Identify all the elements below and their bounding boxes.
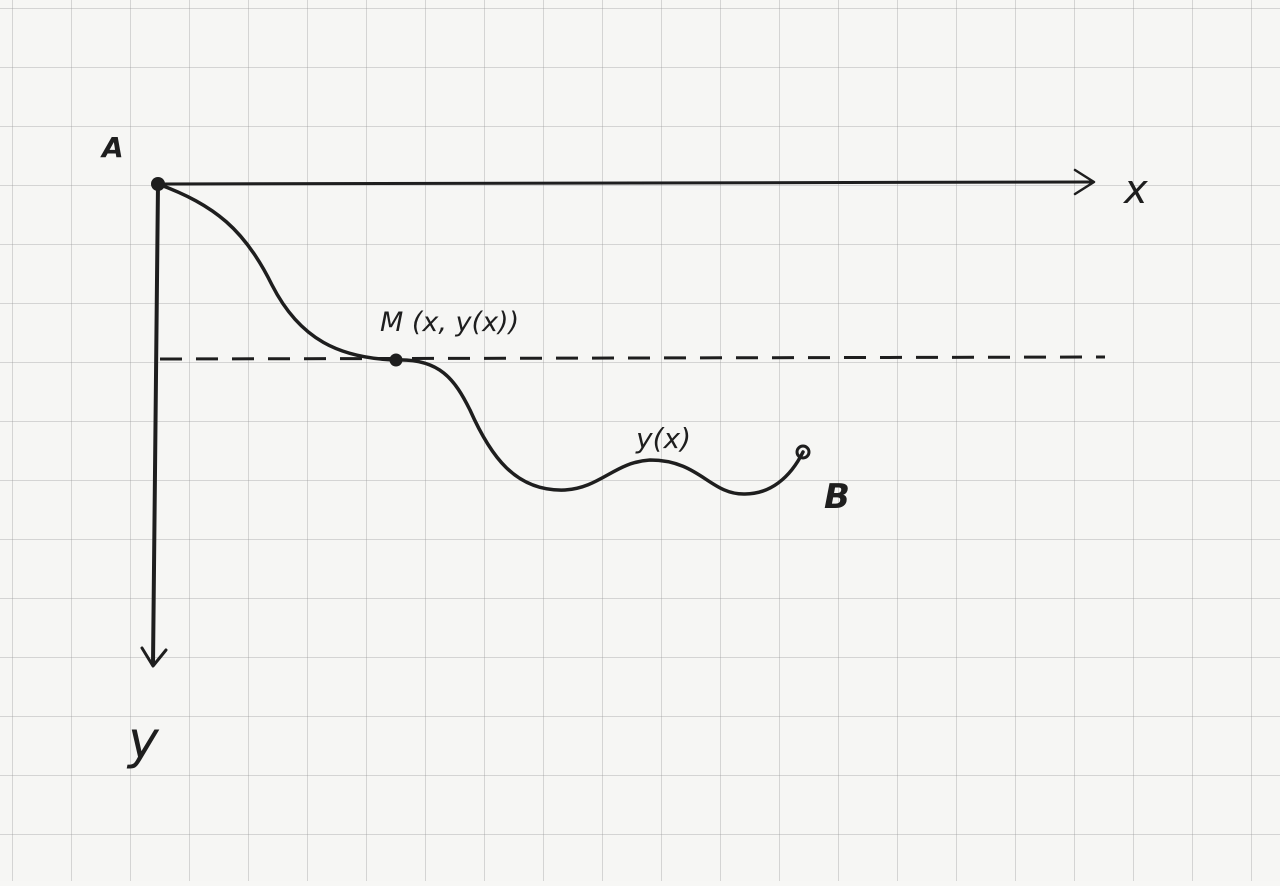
y-axis-line: [151, 182, 160, 666]
y-axis: [140, 182, 168, 668]
dashed-level-line: [159, 355, 1106, 361]
x-axis-line: [156, 180, 1094, 186]
point-m-dot: [389, 353, 403, 367]
curve-y-of-x: [156, 182, 805, 496]
x-axis-arrowhead: [1073, 168, 1096, 196]
x-axis-label: x: [1122, 167, 1148, 213]
curve-label: y(x): [635, 422, 691, 455]
point-a-label: A: [100, 131, 124, 164]
point-b-dot: [795, 444, 811, 460]
y-axis-label: y: [126, 711, 160, 771]
point-a-dot: [151, 177, 165, 191]
y-axis-arrowhead: [140, 646, 168, 668]
point-b-label: B: [824, 477, 850, 517]
x-axis: [156, 168, 1096, 196]
point-m-label: M (x, y(x)): [380, 307, 519, 338]
